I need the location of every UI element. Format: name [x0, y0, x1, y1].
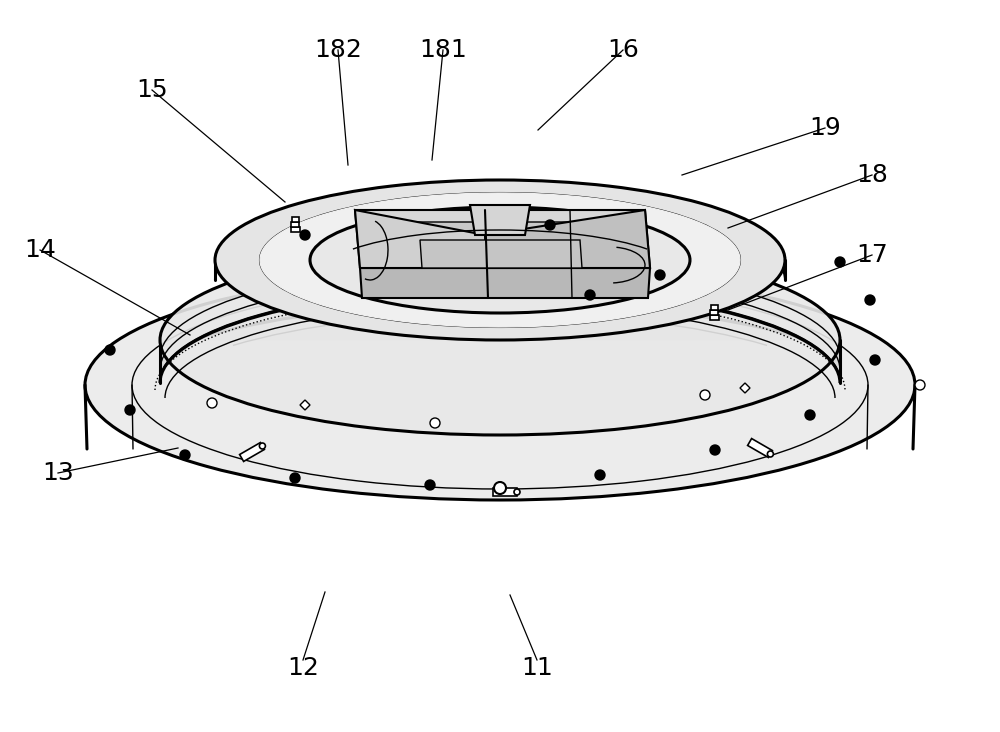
- Polygon shape: [355, 210, 650, 268]
- Polygon shape: [240, 443, 264, 461]
- Circle shape: [805, 410, 815, 420]
- Text: 182: 182: [314, 38, 362, 62]
- Text: 18: 18: [856, 163, 888, 187]
- Circle shape: [430, 418, 440, 428]
- Polygon shape: [420, 240, 582, 268]
- Polygon shape: [485, 210, 650, 268]
- Text: 16: 16: [607, 38, 639, 62]
- Circle shape: [545, 220, 555, 230]
- Circle shape: [207, 398, 217, 408]
- Polygon shape: [160, 245, 840, 435]
- Text: 15: 15: [136, 78, 168, 102]
- Circle shape: [105, 345, 115, 355]
- Text: 12: 12: [287, 656, 319, 680]
- Circle shape: [180, 450, 190, 460]
- Circle shape: [300, 230, 310, 240]
- Polygon shape: [260, 193, 740, 327]
- Polygon shape: [493, 488, 517, 496]
- FancyBboxPatch shape: [711, 305, 718, 310]
- Polygon shape: [400, 222, 605, 262]
- Polygon shape: [355, 210, 488, 268]
- Circle shape: [514, 489, 520, 495]
- Circle shape: [710, 445, 720, 455]
- Circle shape: [494, 482, 506, 494]
- Text: 14: 14: [24, 238, 56, 262]
- Polygon shape: [470, 205, 530, 235]
- Circle shape: [767, 451, 773, 457]
- Polygon shape: [310, 207, 690, 313]
- Polygon shape: [300, 400, 310, 410]
- Circle shape: [835, 257, 845, 267]
- FancyBboxPatch shape: [291, 222, 299, 227]
- Polygon shape: [740, 383, 750, 393]
- FancyBboxPatch shape: [710, 315, 719, 320]
- Circle shape: [655, 270, 665, 280]
- Text: 17: 17: [856, 243, 888, 267]
- Polygon shape: [85, 270, 915, 500]
- FancyBboxPatch shape: [292, 217, 299, 222]
- FancyBboxPatch shape: [710, 310, 718, 315]
- Circle shape: [425, 480, 435, 490]
- Text: 13: 13: [42, 461, 74, 485]
- Polygon shape: [160, 288, 840, 383]
- Text: 181: 181: [419, 38, 467, 62]
- Circle shape: [865, 295, 875, 305]
- Circle shape: [700, 390, 710, 400]
- Circle shape: [585, 290, 595, 300]
- Circle shape: [125, 405, 135, 415]
- Circle shape: [595, 470, 605, 480]
- Circle shape: [870, 355, 880, 365]
- Circle shape: [290, 473, 300, 483]
- Circle shape: [915, 380, 925, 390]
- Polygon shape: [748, 438, 772, 458]
- Text: 19: 19: [809, 116, 841, 140]
- Polygon shape: [360, 268, 650, 298]
- Polygon shape: [215, 180, 785, 340]
- Circle shape: [259, 443, 265, 449]
- Text: 11: 11: [521, 656, 553, 680]
- FancyBboxPatch shape: [291, 227, 300, 232]
